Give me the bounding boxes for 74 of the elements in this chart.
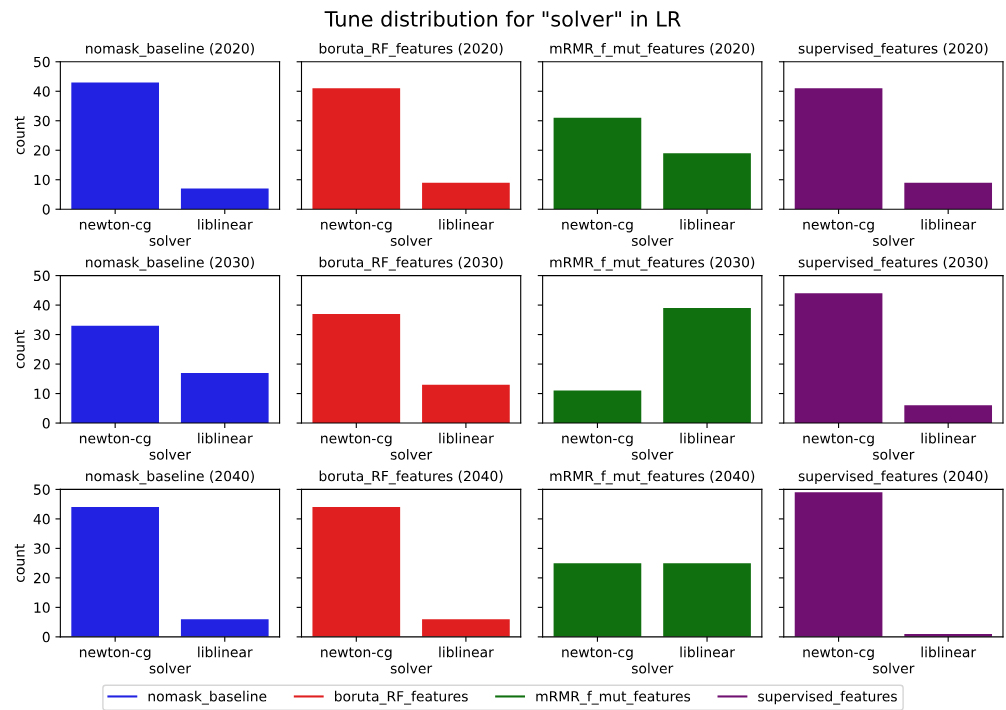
x-axis-title: solver bbox=[149, 662, 191, 674]
legend-label: nomask_baseline bbox=[148, 690, 267, 705]
y-axis-title: count bbox=[14, 116, 25, 155]
legend-label: supervised_features bbox=[758, 690, 897, 705]
x-axis-title: solver bbox=[390, 662, 433, 674]
y-tick-label: 20 bbox=[33, 145, 50, 156]
x-axis-title: solver bbox=[873, 662, 915, 674]
x-tick-label: liblinear bbox=[680, 218, 735, 230]
chart-title: mRMR_f_mut_features (2040) bbox=[550, 470, 755, 485]
x-tick-label: liblinear bbox=[439, 432, 494, 444]
x-axis-title: solver bbox=[631, 662, 674, 674]
x-tick-label: liblinear bbox=[680, 646, 735, 658]
chart-title: boruta_RF_features (2020) bbox=[319, 42, 503, 57]
y-tick-label: 20 bbox=[33, 359, 50, 370]
x-axis-title: solver bbox=[390, 235, 433, 246]
chart-title: supervised_features (2030) bbox=[798, 256, 988, 271]
y-tick-label: 20 bbox=[33, 572, 50, 584]
chart-title: mRMR_f_mut_features (2020) bbox=[550, 42, 755, 57]
y-tick-label: 10 bbox=[34, 388, 50, 400]
x-tick-label: liblinear bbox=[921, 646, 977, 658]
x-axis-title: solver bbox=[390, 448, 433, 460]
x-tick-label: newton-cg bbox=[321, 219, 392, 233]
legend-label: mRMR_f_mut_features bbox=[536, 690, 691, 705]
x-tick-label: newton-cg bbox=[321, 647, 392, 661]
chart-title: supervised_features (2040) bbox=[798, 470, 988, 485]
y-tick-label: 40 bbox=[33, 86, 50, 97]
y-tick-label: 30 bbox=[34, 115, 50, 127]
y-tick-label: 10 bbox=[34, 174, 50, 186]
x-axis-title: solver bbox=[631, 448, 674, 460]
x-tick-label: newton-cg bbox=[803, 647, 874, 661]
y-tick-label: 50 bbox=[34, 270, 50, 282]
x-axis-title: solver bbox=[149, 448, 191, 460]
y-tick-label: 50 bbox=[34, 56, 50, 68]
x-tick-label: liblinear bbox=[198, 218, 253, 230]
x-tick-label: newton-cg bbox=[79, 433, 151, 447]
y-tick-label: 40 bbox=[33, 300, 50, 311]
x-tick-label: newton-cg bbox=[803, 433, 874, 447]
chart-title: boruta_RF_features (2030) bbox=[319, 256, 503, 271]
x-tick-label: newton-cg bbox=[562, 219, 633, 233]
chart-title: supervised_features (2020) bbox=[798, 42, 988, 57]
y-tick-label: 10 bbox=[34, 602, 50, 613]
x-tick-label: liblinear bbox=[439, 218, 494, 230]
x-tick-label: liblinear bbox=[439, 646, 494, 658]
x-tick-label: newton-cg bbox=[79, 219, 151, 233]
y-tick-label: 30 bbox=[34, 543, 50, 554]
x-axis-title: solver bbox=[873, 448, 915, 460]
chart-title: nomask_baseline (2020) bbox=[86, 42, 254, 57]
y-axis-title: count bbox=[14, 543, 25, 582]
y-axis-title: count bbox=[14, 330, 25, 369]
x-tick-label: newton-cg bbox=[79, 647, 151, 661]
y-tick-label: 30 bbox=[34, 329, 50, 341]
x-axis-title: solver bbox=[631, 235, 674, 246]
text: Tune distribution for "solver" in LR bbox=[324, 10, 681, 27]
y-tick-label: 50 bbox=[34, 484, 50, 495]
chart-title: nomask_baseline (2040) bbox=[86, 470, 254, 485]
x-tick-label: newton-cg bbox=[803, 219, 874, 233]
x-axis-title: solver bbox=[149, 235, 191, 246]
x-tick-label: liblinear bbox=[198, 646, 253, 658]
x-tick-label: newton-cg bbox=[562, 647, 633, 661]
x-tick-label: newton-cg bbox=[321, 433, 392, 447]
y-tick-label: 40 bbox=[33, 513, 50, 525]
chart-title: mRMR_f_mut_features (2030) bbox=[550, 256, 755, 271]
y-tick-label: 0 bbox=[42, 418, 50, 429]
legend-label: boruta_RF_features bbox=[335, 690, 468, 705]
y-tick-label: 0 bbox=[42, 631, 50, 643]
y-tick-label: 0 bbox=[42, 204, 50, 215]
chart-title: boruta_RF_features (2040) bbox=[319, 470, 503, 485]
x-tick-label: liblinear bbox=[921, 432, 977, 444]
x-tick-label: liblinear bbox=[921, 218, 977, 230]
x-axis-title: solver bbox=[873, 235, 915, 246]
x-tick-label: liblinear bbox=[680, 432, 735, 444]
chart-title: nomask_baseline (2030) bbox=[86, 256, 254, 271]
x-tick-label: liblinear bbox=[198, 432, 253, 444]
x-tick-label: newton-cg bbox=[562, 433, 633, 447]
